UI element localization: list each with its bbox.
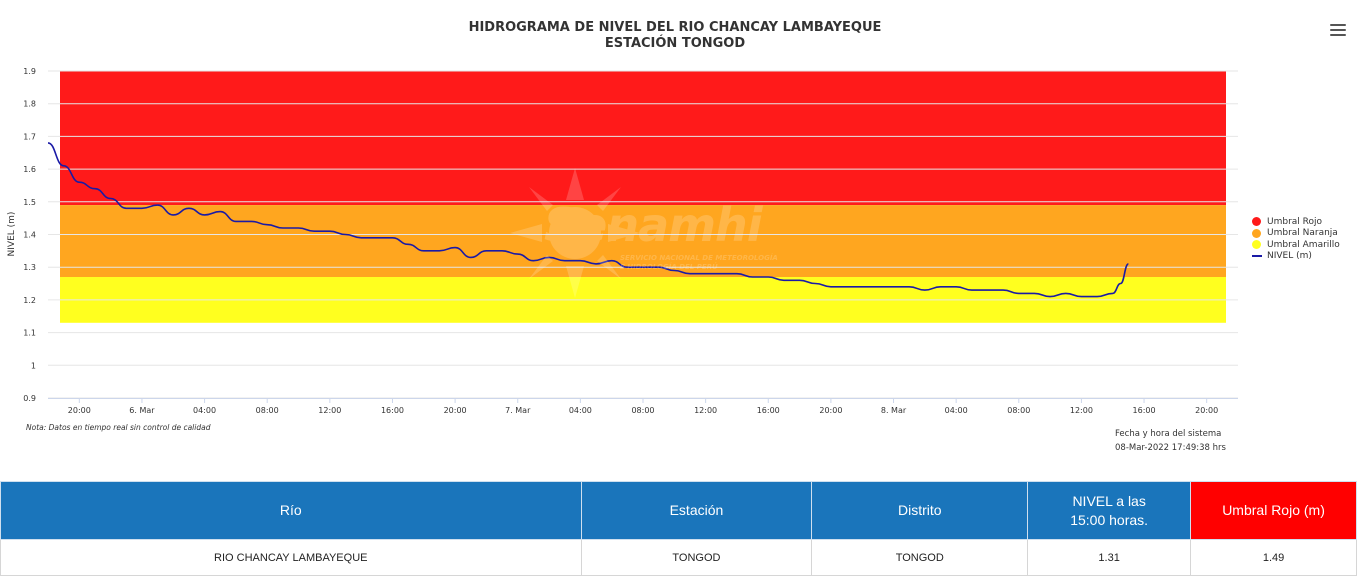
table-row: RIO CHANCAY LAMBAYEQUE TONGOD TONGOD 1.3… <box>0 539 1357 576</box>
x-tick-label: 08:00 <box>1007 406 1030 415</box>
x-tick-label: 08:00 <box>631 406 654 415</box>
legend-item[interactable]: Umbral Amarillo <box>1252 239 1340 251</box>
station-table: Río Estación Distrito NIVEL a las 15:00 … <box>0 481 1357 576</box>
y-tick-label: 1.4 <box>23 231 36 240</box>
system-time: Fecha y hora del sistema 08-Mar-2022 17:… <box>1115 427 1226 455</box>
header-nivel-line2: 15:00 horas. <box>1070 511 1149 528</box>
chart-subtitle: ESTACIÓN TONGOD <box>604 36 746 51</box>
cell-estacion: TONGOD <box>580 539 813 576</box>
legend-marker <box>1252 240 1261 250</box>
band-umbral-naranja <box>60 205 1226 278</box>
legend-item[interactable]: Umbral Rojo <box>1252 216 1340 228</box>
y-axis-label: NIVEL (m) <box>7 212 17 257</box>
series-line-nivel <box>47 142 1129 298</box>
y-tick-label: 1.6 <box>23 165 36 174</box>
cell-nivel: 1.31 <box>1027 539 1192 576</box>
y-tick-label: 1.5 <box>23 198 36 207</box>
y-tick-label: 1 <box>31 361 36 370</box>
legend-label: Umbral Rojo <box>1267 216 1323 227</box>
y-tick-label: 1.9 <box>23 67 36 76</box>
x-tick-label: 20:00 <box>68 406 91 415</box>
y-tick-label: 1.3 <box>23 263 36 272</box>
legend-marker <box>1252 228 1261 238</box>
x-tick-label: 04:00 <box>193 406 216 415</box>
header-distrito: Distrito <box>811 481 1029 540</box>
header-umbral-rojo: Umbral Rojo (m) <box>1190 481 1357 540</box>
header-nivel: NIVEL a las 15:00 horas. <box>1027 481 1192 540</box>
y-tick-label: 1.1 <box>23 329 36 338</box>
legend-marker <box>1252 217 1261 227</box>
x-tick-label: 12:00 <box>694 406 717 415</box>
x-tick-label: 20:00 <box>444 406 467 415</box>
chart-title: HIDROGRAMA DE NIVEL DEL RIO CHANCAY LAMB… <box>468 20 882 35</box>
x-tick-label: 08:00 <box>256 406 279 415</box>
legend-item[interactable]: NIVEL (m) <box>1252 251 1340 263</box>
x-tick-label: 20:00 <box>1195 406 1218 415</box>
quality-note: Nota: Datos en tiempo real sin control d… <box>26 423 211 432</box>
legend-label: Umbral Naranja <box>1267 228 1338 239</box>
legend-label: Umbral Amarillo <box>1267 239 1340 250</box>
cell-umbral: 1.49 <box>1190 539 1357 576</box>
x-tick-label: 12:00 <box>1070 406 1093 415</box>
x-tick-label: 7. Mar <box>505 406 531 415</box>
x-tick-label: 20:00 <box>819 406 842 415</box>
legend-item[interactable]: Umbral Naranja <box>1252 228 1340 240</box>
chart-svg: 0.9 1 1.1 1.2 1.3 1.4 1.5 1.6 1.7 1.8 1.9 20:00 6. … <box>7 67 1238 415</box>
band-umbral-rojo <box>60 71 1226 206</box>
header-rio: Río <box>0 481 582 540</box>
chart-legend: Umbral Rojo Umbral Naranja Umbral Amarillo… <box>1252 216 1340 262</box>
x-tick-label: 6. Mar <box>129 406 155 415</box>
legend-label: NIVEL (m) <box>1267 251 1312 262</box>
hydrograph-chart: 0.9 1 1.1 1.2 1.3 1.4 1.5 1.6 1.7 1.8 1.9 20:00 6. … <box>7 20 1346 455</box>
header-nivel-line1: NIVEL a las <box>1072 492 1146 509</box>
x-tick-label: 16:00 <box>1133 406 1156 415</box>
x-tick-label: 8. Mar <box>881 406 907 415</box>
y-tick-label: 1.7 <box>23 132 36 141</box>
x-tick-label: 16:00 <box>757 406 780 415</box>
system-time-value: 08-Mar-2022 17:49:38 hrs <box>1115 443 1226 453</box>
table-header-row: Río Estación Distrito NIVEL a las 15:00 … <box>0 481 1357 540</box>
system-time-label: Fecha y hora del sistema <box>1115 429 1222 439</box>
x-tick-label: 16:00 <box>381 406 404 415</box>
x-tick-label: 04:00 <box>569 406 592 415</box>
x-tick-label: 12:00 <box>318 406 341 415</box>
cell-distrito: TONGOD <box>811 539 1029 576</box>
y-tick-label: 0.9 <box>23 394 36 403</box>
x-tick-label: 04:00 <box>945 406 968 415</box>
cell-rio: RIO CHANCAY LAMBAYEQUE <box>0 539 582 576</box>
hamburger-menu-icon[interactable] <box>1330 24 1346 38</box>
y-tick-label: 1.2 <box>23 296 36 305</box>
legend-marker <box>1252 255 1262 258</box>
header-estacion: Estación <box>580 481 813 540</box>
y-tick-label: 1.8 <box>23 100 36 109</box>
